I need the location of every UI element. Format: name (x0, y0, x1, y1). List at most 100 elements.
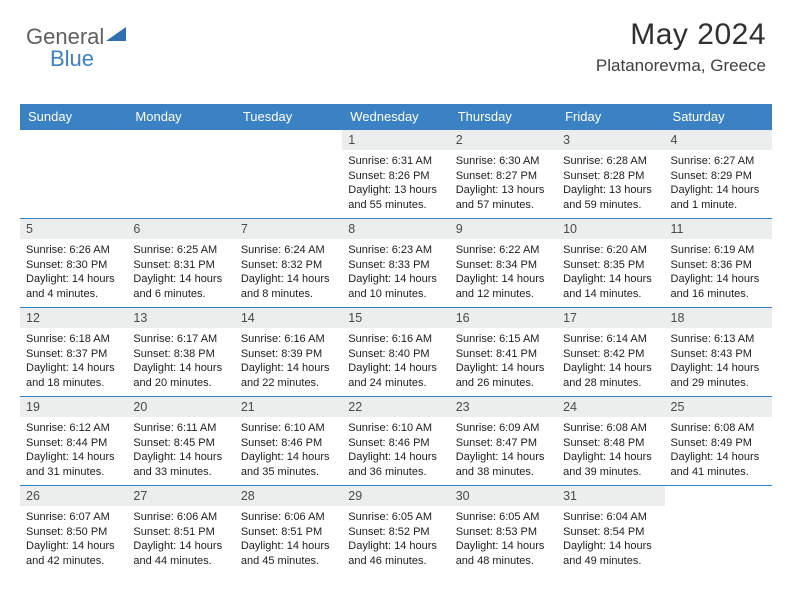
daylight-label: Daylight: (348, 451, 394, 463)
daylight-label: Daylight: (456, 540, 502, 552)
day-info: Sunrise: 6:10 AMSunset: 8:46 PMDaylight:… (235, 417, 342, 485)
sunrise-label: Sunrise: (456, 244, 499, 256)
day-cell: 20Sunrise: 6:11 AMSunset: 8:45 PMDayligh… (127, 397, 234, 485)
day-cell: 31Sunrise: 6:04 AMSunset: 8:54 PMDayligh… (557, 486, 664, 574)
sunset-label: Sunset: (348, 170, 388, 182)
day-number: 1 (342, 130, 449, 150)
day-number: 7 (235, 219, 342, 239)
day-cell: 18Sunrise: 6:13 AMSunset: 8:43 PMDayligh… (665, 308, 772, 396)
day-of-week-header-row: SundayMondayTuesdayWednesdayThursdayFrid… (20, 104, 772, 130)
empty-cell (665, 486, 772, 574)
day-cell: 25Sunrise: 6:08 AMSunset: 8:49 PMDayligh… (665, 397, 772, 485)
sunset-value: 8:42 PM (603, 348, 644, 360)
sunset-value: 8:29 PM (711, 170, 752, 182)
day-cell: 23Sunrise: 6:09 AMSunset: 8:47 PMDayligh… (450, 397, 557, 485)
day-info: Sunrise: 6:11 AMSunset: 8:45 PMDaylight:… (127, 417, 234, 485)
day-number: 30 (450, 486, 557, 506)
sunrise-label: Sunrise: (348, 244, 391, 256)
sunrise-label: Sunrise: (26, 422, 69, 434)
sunrise-value: 6:10 AM (284, 422, 324, 434)
sunset-label: Sunset: (563, 170, 603, 182)
day-cell: 2Sunrise: 6:30 AMSunset: 8:27 PMDaylight… (450, 130, 557, 218)
day-info: Sunrise: 6:08 AMSunset: 8:48 PMDaylight:… (557, 417, 664, 485)
weeks-container: 1Sunrise: 6:31 AMSunset: 8:26 PMDaylight… (20, 130, 772, 574)
day-info: Sunrise: 6:26 AMSunset: 8:30 PMDaylight:… (20, 239, 127, 307)
sunrise-value: 6:26 AM (69, 244, 109, 256)
day-cell: 27Sunrise: 6:06 AMSunset: 8:51 PMDayligh… (127, 486, 234, 574)
day-number: 27 (127, 486, 234, 506)
sunrise-label: Sunrise: (456, 333, 499, 345)
day-cell: 24Sunrise: 6:08 AMSunset: 8:48 PMDayligh… (557, 397, 664, 485)
sunset-label: Sunset: (671, 259, 711, 271)
sunset-value: 8:45 PM (174, 437, 215, 449)
sunset-label: Sunset: (26, 348, 66, 360)
sunrise-value: 6:11 AM (177, 422, 217, 434)
sunset-value: 8:27 PM (496, 170, 537, 182)
daylight-label: Daylight: (348, 273, 394, 285)
day-info: Sunrise: 6:28 AMSunset: 8:28 PMDaylight:… (557, 150, 664, 218)
week-row: 19Sunrise: 6:12 AMSunset: 8:44 PMDayligh… (20, 397, 772, 486)
sunrise-value: 6:28 AM (607, 155, 647, 167)
day-cell: 11Sunrise: 6:19 AMSunset: 8:36 PMDayligh… (665, 219, 772, 307)
sunrise-value: 6:08 AM (607, 422, 647, 434)
sunset-value: 8:51 PM (281, 526, 322, 538)
sunrise-value: 6:23 AM (392, 244, 432, 256)
week-row: 5Sunrise: 6:26 AMSunset: 8:30 PMDaylight… (20, 219, 772, 308)
sunrise-label: Sunrise: (26, 511, 69, 523)
sunrise-label: Sunrise: (26, 333, 69, 345)
sunset-value: 8:53 PM (496, 526, 537, 538)
day-info: Sunrise: 6:23 AMSunset: 8:33 PMDaylight:… (342, 239, 449, 307)
empty-cell (127, 130, 234, 218)
day-info: Sunrise: 6:22 AMSunset: 8:34 PMDaylight:… (450, 239, 557, 307)
sunset-value: 8:50 PM (66, 526, 107, 538)
sunset-label: Sunset: (26, 437, 66, 449)
sunrise-label: Sunrise: (456, 511, 499, 523)
day-cell: 9Sunrise: 6:22 AMSunset: 8:34 PMDaylight… (450, 219, 557, 307)
day-cell: 26Sunrise: 6:07 AMSunset: 8:50 PMDayligh… (20, 486, 127, 574)
day-info: Sunrise: 6:20 AMSunset: 8:35 PMDaylight:… (557, 239, 664, 307)
sunset-value: 8:43 PM (711, 348, 752, 360)
sunset-label: Sunset: (671, 348, 711, 360)
empty-cell (20, 130, 127, 218)
daylight-label: Daylight: (456, 451, 502, 463)
brand-part2: Blue (50, 46, 94, 72)
sunset-label: Sunset: (563, 437, 603, 449)
sunrise-label: Sunrise: (241, 333, 284, 345)
sunrise-label: Sunrise: (241, 244, 284, 256)
sunset-value: 8:47 PM (496, 437, 537, 449)
day-cell: 10Sunrise: 6:20 AMSunset: 8:35 PMDayligh… (557, 219, 664, 307)
sunrise-label: Sunrise: (348, 422, 391, 434)
day-info: Sunrise: 6:04 AMSunset: 8:54 PMDaylight:… (557, 506, 664, 574)
day-info: Sunrise: 6:25 AMSunset: 8:31 PMDaylight:… (127, 239, 234, 307)
sunset-value: 8:34 PM (496, 259, 537, 271)
dow-friday: Friday (557, 104, 664, 130)
daylight-label: Daylight: (563, 451, 609, 463)
daylight-label: Daylight: (348, 362, 394, 374)
day-number: 17 (557, 308, 664, 328)
day-cell: 29Sunrise: 6:05 AMSunset: 8:52 PMDayligh… (342, 486, 449, 574)
dow-tuesday: Tuesday (235, 104, 342, 130)
day-number: 13 (127, 308, 234, 328)
daylight-label: Daylight: (456, 362, 502, 374)
day-number: 23 (450, 397, 557, 417)
sunrise-value: 6:08 AM (714, 422, 754, 434)
month-title: May 2024 (596, 18, 766, 52)
sunrise-value: 6:16 AM (392, 333, 432, 345)
sunset-label: Sunset: (456, 348, 496, 360)
day-info: Sunrise: 6:14 AMSunset: 8:42 PMDaylight:… (557, 328, 664, 396)
day-number: 8 (342, 219, 449, 239)
daylight-label: Daylight: (563, 273, 609, 285)
dow-sunday: Sunday (20, 104, 127, 130)
day-number: 2 (450, 130, 557, 150)
day-info: Sunrise: 6:06 AMSunset: 8:51 PMDaylight:… (127, 506, 234, 574)
daylight-label: Daylight: (241, 540, 287, 552)
day-number: 18 (665, 308, 772, 328)
day-cell: 1Sunrise: 6:31 AMSunset: 8:26 PMDaylight… (342, 130, 449, 218)
sunrise-value: 6:06 AM (284, 511, 324, 523)
sunrise-value: 6:04 AM (607, 511, 647, 523)
dow-monday: Monday (127, 104, 234, 130)
daylight-label: Daylight: (241, 451, 287, 463)
day-info: Sunrise: 6:31 AMSunset: 8:26 PMDaylight:… (342, 150, 449, 218)
daylight-label: Daylight: (133, 451, 179, 463)
sunset-value: 8:44 PM (66, 437, 107, 449)
